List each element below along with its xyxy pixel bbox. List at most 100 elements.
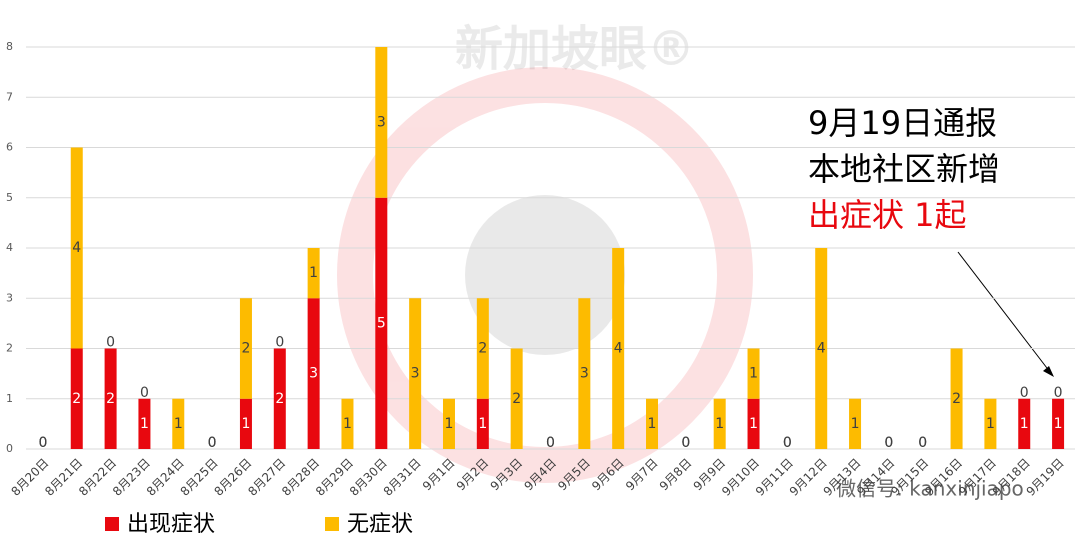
data-label: 0 [208,435,217,451]
y-tick-label: 1 [6,392,13,405]
data-label: 0 [208,435,217,451]
bar-segment [341,398,354,449]
data-label: 2 [952,391,961,407]
bar-segment [442,398,455,449]
bar-segment [1018,398,1031,449]
data-label: 2 [512,391,521,407]
data-label: 5 [377,315,386,331]
data-label: 0 [38,435,47,451]
data-label: 1 [343,416,352,432]
data-label: 1 [478,416,487,432]
bar-segment [307,298,320,449]
bar-segment [646,398,659,449]
data-label: 1 [140,416,149,432]
data-label: 2 [275,391,284,407]
data-label: 1 [309,265,318,281]
data-label: 3 [411,366,420,382]
data-label: 0 [140,385,149,401]
bar-segment [409,298,422,449]
data-label: 0 [918,435,927,451]
annotation: 9月19日通报 [808,104,997,142]
data-label: 3 [377,114,386,130]
data-label: 1 [715,416,724,432]
x-tick-label: 9月8日 [657,456,695,494]
y-tick-label: 4 [6,241,13,254]
x-tick-label: 8月31日 [381,456,424,499]
data-label: 1 [1020,416,1029,432]
data-label: 2 [106,391,115,407]
bar-segment [984,398,997,449]
data-label: 0 [546,435,555,451]
data-label: 1 [648,416,657,432]
bar-segment [375,197,388,449]
data-label: 0 [783,435,792,451]
y-tick-label: 3 [6,291,13,304]
bar-segment [578,298,591,449]
data-label: 1 [174,416,183,432]
data-label: 0 [38,435,47,451]
data-label: 1 [749,366,758,382]
data-label: 1 [1054,416,1063,432]
legend-label: 出现症状 [127,512,215,537]
bar-segment [172,398,185,449]
data-label: 1 [749,416,758,432]
bar-segment [950,348,963,449]
data-label: 0 [884,435,893,451]
watermark: 新加坡眼® [455,21,695,77]
data-label: 0 [884,435,893,451]
legend-swatch [105,517,119,531]
data-label: 4 [817,341,826,357]
data-label: 0 [681,435,690,451]
data-label: 0 [918,435,927,451]
data-label: 0 [783,435,792,451]
bar-segment [1052,398,1065,449]
y-tick-label: 7 [6,90,13,103]
bar-segment [612,248,625,449]
bar-segment [375,47,388,198]
bar-segment [476,398,489,449]
data-label: 0 [1054,385,1063,401]
bar-segment [273,348,286,449]
data-label: 4 [72,240,81,256]
x-tick-label: 9月1日 [420,456,458,494]
bar-segment [747,398,760,449]
bar-segment [70,348,83,449]
data-label: 0 [275,335,284,351]
bar-segment [138,398,151,449]
bar-segment [104,348,117,449]
data-label: 1 [241,416,250,432]
data-label: 0 [681,435,690,451]
y-tick-label: 8 [6,40,13,53]
data-label: 1 [445,416,454,432]
data-label: 0 [546,435,555,451]
annotation-arrow [957,251,1051,373]
x-tick-label: 9月19日 [1024,456,1067,499]
bar-segment [476,298,489,399]
y-tick-label: 2 [6,342,13,355]
data-label: 0 [106,335,115,351]
data-label: 2 [478,341,487,357]
y-tick-label: 5 [6,191,13,204]
bar-segment [307,248,320,299]
legend-swatch [325,517,339,531]
annotation: 出症状 1起 [808,196,967,234]
bar-segment [713,398,726,449]
y-tick-label: 0 [6,442,13,455]
bar-segment [849,398,862,449]
data-label: 0 [1020,385,1029,401]
bar-segment [239,398,252,449]
bar-segment [70,147,83,349]
bar-segment [815,248,828,449]
data-label: 3 [309,366,318,382]
bar-segment [510,348,523,449]
y-tick-label: 6 [6,141,13,154]
annotation: 本地社区新增 [808,150,1000,188]
data-label: 4 [614,341,623,357]
data-label: 1 [851,416,860,432]
bar-segment [239,298,252,399]
data-label: 3 [580,366,589,382]
arrow-head [1043,366,1054,377]
data-label: 2 [241,341,250,357]
bar-segment [747,348,760,399]
